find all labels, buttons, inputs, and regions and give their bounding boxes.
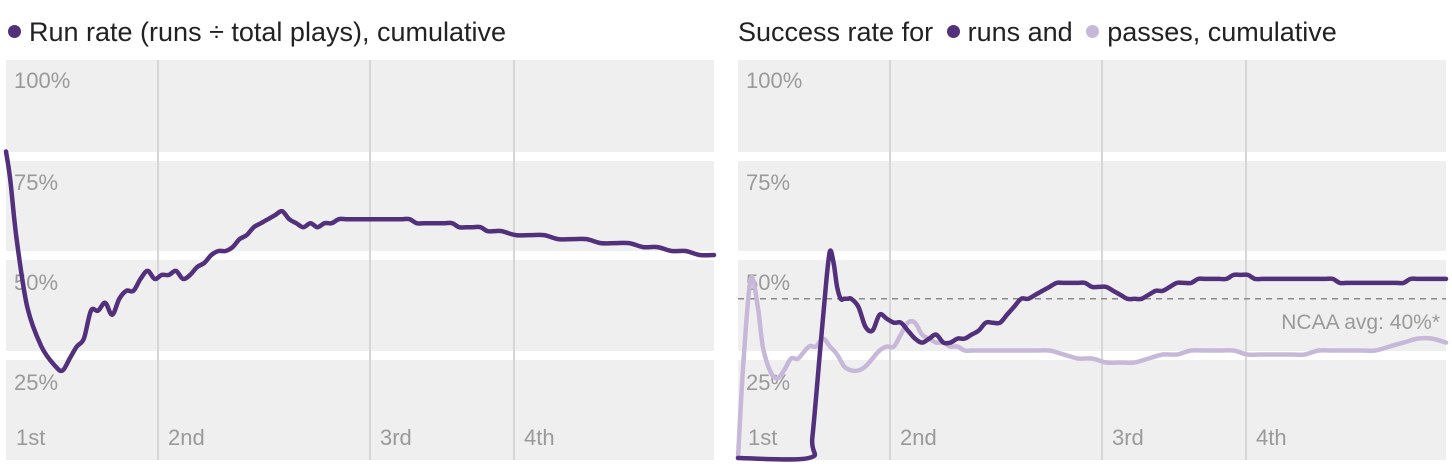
- success-title-part-1: Success rate for: [738, 17, 934, 47]
- run-rate-title: Run rate (runs ÷ total plays), cumulativ…: [6, 14, 506, 50]
- x-tick-label: 1st: [748, 425, 777, 450]
- run-rate-title-text: Run rate (runs ÷ total plays), cumulativ…: [29, 17, 507, 47]
- x-tick-label: 1st: [16, 425, 45, 450]
- run-rate-chart: 100%75%50%25%1st 2nd 3rd 4th: [3, 60, 717, 460]
- runs-series-line: [735, 248, 1449, 462]
- panel-band: [738, 161, 1446, 251]
- x-tick-label: 4th: [524, 425, 555, 450]
- success-title-part-3: passes, cumulative: [1107, 17, 1337, 47]
- panel-band: [6, 60, 714, 152]
- x-tick-label: 3rd: [380, 425, 412, 450]
- success-rate-title: Success rate for runs and passes, cumula…: [738, 14, 1337, 50]
- panel-band: [6, 161, 714, 251]
- y-tick-label: 100%: [14, 68, 70, 93]
- panel-band: [6, 260, 714, 351]
- panel-band: [6, 360, 714, 460]
- x-tick-label: 3rd: [1112, 425, 1144, 450]
- y-tick-label: 75%: [14, 170, 58, 195]
- x-tick-label: 2nd: [900, 425, 937, 450]
- runs-legend-dot: [946, 25, 960, 39]
- passes-legend-dot: [1086, 25, 1100, 39]
- panel-band: [738, 60, 1446, 152]
- y-tick-label: 100%: [746, 68, 802, 93]
- panel-band: [738, 260, 1446, 351]
- panel-band: [738, 360, 1446, 460]
- y-tick-label: 75%: [746, 170, 790, 195]
- x-tick-label: 2nd: [168, 425, 205, 450]
- run-legend-dot: [8, 25, 21, 39]
- success-title-part-2: runs and: [967, 17, 1073, 47]
- y-tick-label: 25%: [14, 370, 58, 395]
- x-tick-label: 4th: [1256, 425, 1287, 450]
- ncaa-average-label: NCAA avg: 40%*: [1281, 311, 1440, 334]
- runs-series-line: [3, 149, 717, 374]
